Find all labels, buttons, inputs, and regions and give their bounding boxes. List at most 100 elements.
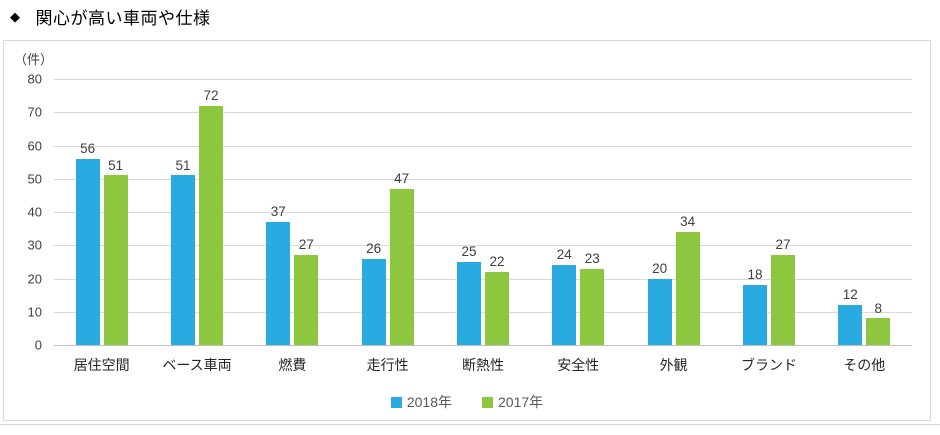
gridline (54, 212, 912, 213)
bar (75, 158, 100, 345)
bar-group: 56 51 (54, 79, 149, 345)
bar-column: 8 (866, 300, 891, 345)
bar-value-label: 8 (874, 300, 883, 316)
bar-column: 24 (552, 247, 577, 345)
bar-value-label: 26 (366, 240, 382, 256)
bar-column: 27 (770, 237, 795, 345)
category-label: 居住空間 (73, 357, 130, 373)
bar-column: 12 (838, 287, 863, 345)
chart-title: ◆ 関心が高い車両や仕様 (10, 4, 211, 29)
bar (170, 175, 195, 345)
bar-group: 25 22 (435, 79, 530, 345)
bar (456, 261, 481, 345)
legend: 2018年 2017年 (4, 392, 930, 412)
plot-area (54, 79, 912, 346)
category-label: 断熱性 (461, 357, 504, 373)
legend-item: 2017年 (482, 392, 543, 412)
gridline (54, 311, 912, 313)
bar-value-label: 24 (556, 247, 572, 263)
bar-group: 18 27 (721, 79, 816, 345)
gridline (54, 178, 912, 180)
bar-value-label: 27 (775, 237, 791, 253)
y-tick-label: 30 (27, 237, 42, 253)
bar (675, 231, 700, 345)
bar-value-label: 12 (842, 287, 858, 303)
bar-column: 25 (456, 244, 481, 345)
bar-column: 51 (170, 157, 195, 345)
bar-value-label: 25 (461, 244, 477, 260)
bar (266, 221, 291, 345)
bar (866, 318, 891, 345)
category-label: 燃費 (278, 357, 307, 373)
chart-title-text: 関心が高い車両や仕様 (35, 9, 211, 28)
diamond-bullet-icon: ◆ (10, 9, 21, 24)
y-tick-label: 20 (27, 271, 42, 286)
bar-value-label: 34 (680, 214, 696, 230)
bar-column: 23 (580, 250, 605, 345)
bar-group: 37 27 (245, 79, 340, 345)
bar (742, 285, 767, 345)
gridline (54, 79, 912, 80)
y-tick-label: 0 (34, 337, 42, 353)
gridline (54, 278, 912, 280)
y-axis: 0 10 20 30 40 50 60 70 80 (6, 72, 46, 353)
bar-column: 18 (742, 267, 767, 345)
bar-value-label: 20 (652, 260, 668, 276)
bar-value-label: 56 (80, 140, 96, 156)
bar-value-label: 23 (584, 250, 600, 266)
legend-swatch-icon (482, 396, 493, 408)
bar-series-area: 56 51 51 72 37 27 26 47 25 22 24 23 20 34 18 27 12 8 (54, 79, 912, 345)
bar-value-label: 51 (108, 157, 124, 173)
bar-value-label: 22 (489, 254, 505, 270)
bottom-divider (0, 424, 940, 425)
gridline (54, 245, 912, 247)
bar-column: 27 (294, 238, 319, 345)
category-label: 走行性 (366, 357, 409, 373)
bar (552, 265, 577, 345)
bar (198, 105, 223, 345)
legend-label: 2017年 (498, 394, 544, 410)
bar (580, 268, 605, 345)
category-label: 安全性 (557, 357, 600, 373)
bar-column: 51 (103, 157, 128, 345)
bar-value-label: 51 (175, 157, 191, 173)
category-label: 外観 (659, 357, 688, 373)
legend-label: 2018年 (406, 394, 452, 410)
y-tick-label: 60 (27, 138, 42, 153)
y-tick-label: 80 (27, 71, 42, 87)
x-axis-line (54, 345, 912, 346)
bar (770, 255, 795, 345)
bar-group: 24 23 (531, 79, 626, 345)
category-label: その他 (843, 357, 886, 373)
bar (484, 271, 509, 345)
bar (647, 278, 672, 345)
bar-column: 34 (675, 214, 700, 345)
bar-column: 20 (647, 260, 672, 345)
bar-value-label: 18 (747, 267, 763, 283)
y-tick-label: 40 (27, 204, 42, 220)
bar (361, 258, 386, 345)
bar (838, 305, 863, 345)
bar (103, 175, 128, 345)
bar-column: 22 (484, 254, 509, 345)
bar-column: 56 (75, 140, 100, 345)
bar-group: 12 8 (817, 79, 912, 345)
legend-swatch-icon (390, 396, 402, 408)
bar-value-label: 47 (394, 170, 410, 186)
y-tick-label: 10 (27, 304, 42, 320)
bar (389, 188, 414, 345)
gridline (54, 112, 912, 114)
y-tick-label: 50 (27, 171, 42, 187)
gridline (54, 145, 912, 147)
x-axis: 居住空間 ベース車両 燃費 走行性 断熱性 安全性 外観 ブランド その他 (54, 355, 912, 375)
bar-group: 26 47 (340, 79, 435, 345)
bar-group: 20 34 (626, 79, 721, 345)
bar-column: 26 (361, 240, 386, 345)
chart-container: （件） 0 10 20 30 40 50 60 70 80 56 51 51 72 37 27 26 47 25… (3, 40, 931, 421)
legend-item: 2018年 (390, 392, 452, 412)
bar-group: 51 72 (149, 79, 244, 345)
y-axis-unit-label: （件） (14, 52, 54, 67)
bar-column: 37 (266, 204, 291, 345)
bar-column: 47 (389, 170, 414, 345)
y-tick-label: 70 (27, 104, 42, 120)
